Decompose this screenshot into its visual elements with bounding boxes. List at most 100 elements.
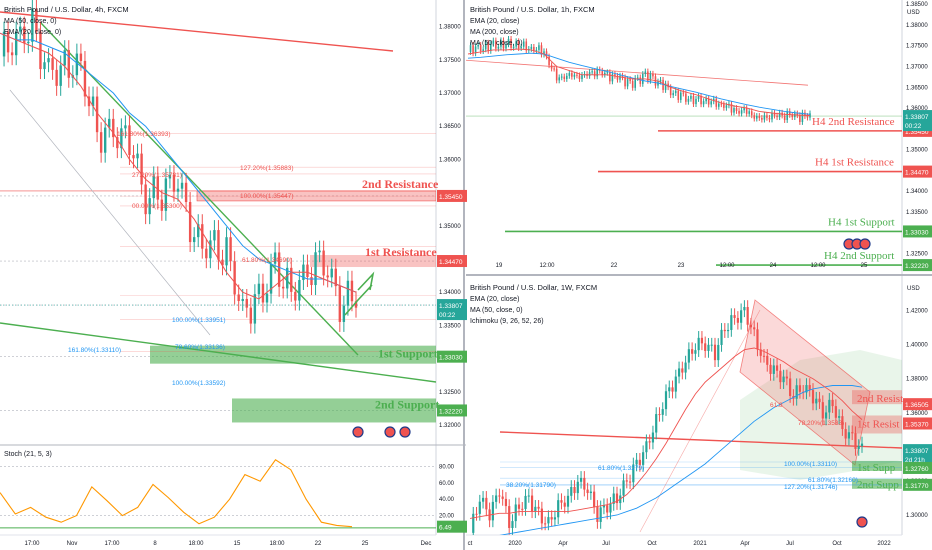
h4-fib-label: 161.80%(1.33110): [68, 347, 121, 354]
h4-fib-label: 100.00%(1.33951): [172, 317, 226, 324]
w1-candle: [514, 504, 517, 522]
h1-level-label: H4 2nd Resistance: [812, 116, 895, 128]
h1-candle: [593, 71, 596, 77]
h4-price-tag-bg: [437, 255, 467, 268]
h1-candle: [659, 79, 662, 82]
h1-candle: [626, 79, 629, 87]
h4-price-tag-bg: [437, 308, 467, 321]
h1-x-tick: 24: [770, 263, 777, 269]
h1-level-label: H4 1st Support: [828, 216, 895, 228]
h4-candle: [310, 277, 313, 286]
h4-candle: [35, 8, 38, 32]
w1-candle: [579, 477, 583, 482]
h4-indicator-legend: EMA (20, close, 0): [4, 29, 61, 36]
h1-candle: [601, 70, 604, 75]
h4-candle: [103, 127, 107, 153]
w1-candle: [720, 329, 723, 345]
h1-candle: [512, 46, 515, 48]
h4-projection-arrow: [344, 284, 373, 316]
h1-candle: [669, 87, 672, 96]
w1-candle: [635, 459, 638, 465]
h4-candle: [241, 298, 244, 302]
w1-fib-label: 61.80%(1.32160): [808, 477, 858, 484]
w1-candle: [586, 489, 589, 494]
w1-ema20-line: [469, 347, 863, 519]
h1-x-tick: 23: [678, 263, 685, 269]
h4-plot-area: [0, 0, 436, 423]
h4-grey-guide-line: [9, 89, 211, 336]
h4-candle: [253, 294, 257, 324]
w1-candle: [726, 329, 730, 332]
h4-x-tick: 15: [234, 541, 241, 547]
w1-candle: [524, 495, 527, 509]
h1-candle: [558, 77, 560, 81]
h1-level-label: H4 1st Resistance: [815, 157, 894, 169]
h1-candle: [502, 40, 505, 49]
w1-candle: [472, 513, 475, 533]
h4-candle: [318, 250, 321, 253]
h4-candle: [330, 268, 333, 278]
h1-ema20-line: [467, 48, 811, 116]
h4-candle: [55, 69, 58, 86]
h1-candle: [566, 75, 568, 79]
h4-price-tag: 1.34470: [439, 259, 463, 266]
w1-x-tick: Oct: [832, 541, 842, 547]
h4-candle: [294, 291, 297, 301]
h1-candle: [497, 46, 500, 49]
w1-candle: [573, 486, 576, 494]
w1-candle: [576, 481, 579, 494]
h1-candle: [469, 45, 472, 52]
w1-title: British Pound / U.S. Dollar, 1W, FXCM: [470, 283, 597, 292]
h4-candle: [120, 128, 123, 149]
h4-y-tick: 1.36000: [439, 157, 461, 163]
h1-candle: [720, 103, 723, 105]
w1-candle: [694, 350, 697, 354]
h1-candle: [690, 95, 692, 99]
h4-candle: [261, 283, 265, 303]
h4-candle: [334, 268, 337, 287]
h4-fib-label: 161.80%(1.36393): [117, 131, 171, 138]
h1-candle: [796, 113, 799, 116]
w1-candle: [563, 502, 566, 507]
w1-fib-label: 61.80%(1.3279): [598, 465, 644, 472]
w1-2nd-resist-zone: [852, 390, 902, 405]
w1-candle: [681, 368, 684, 373]
h1-candle: [768, 117, 771, 120]
w1-candle: [658, 414, 661, 416]
w1-candle: [677, 368, 681, 377]
w1-candle: [733, 315, 736, 318]
h1-plot-area: [466, 35, 902, 266]
h1-candle: [548, 56, 550, 66]
h1-price-tag: 00:22: [905, 123, 922, 130]
h4-x-tick: Dec: [421, 541, 432, 547]
w1-candle: [599, 507, 602, 522]
h1-candle: [490, 43, 492, 51]
w1-candle: [710, 344, 713, 346]
h1-candle: [578, 75, 581, 80]
w1-candle: [674, 376, 677, 392]
w1-candle: [723, 329, 726, 332]
h1-x-tick: 19: [496, 263, 503, 269]
h1-candle: [697, 96, 700, 99]
h4-candle: [188, 202, 192, 243]
h4-candle: [19, 26, 22, 32]
w1-1st-supp-zone: [852, 460, 902, 471]
w1-candle: [828, 399, 831, 413]
w1-candle: [772, 365, 775, 374]
h4-x-tick: 8: [153, 541, 157, 547]
h4-candle: [205, 248, 208, 259]
h4-candle: [338, 286, 342, 322]
h1-candle: [743, 108, 745, 111]
h1-level-label: H4 2nd Support: [824, 250, 894, 262]
h4-price-tag: 1.33030: [439, 355, 463, 362]
h1-candle: [530, 46, 533, 49]
w1-candle: [749, 324, 753, 328]
w1-x-tick: 2021: [693, 541, 707, 547]
h4-candle: [209, 240, 212, 259]
axes-layer: 1.380001.375001.370001.365001.360001.355…: [24, 2, 932, 547]
w1-candle: [553, 517, 557, 520]
flag-icon: [399, 426, 411, 438]
h4-fib-label: 127.20%(1.35883): [240, 165, 294, 172]
w1-candle: [717, 344, 720, 361]
w1-plot-area: [469, 299, 902, 535]
